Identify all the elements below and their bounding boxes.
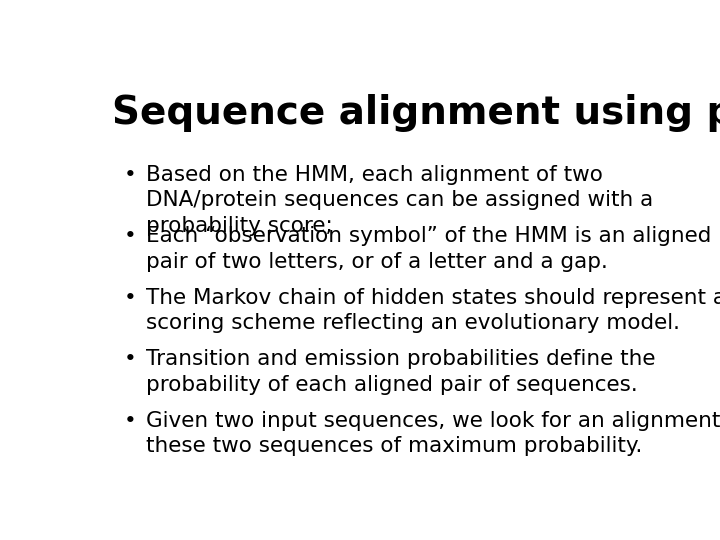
Text: Each “observation symbol” of the HMM is an aligned
pair of two letters, or of a : Each “observation symbol” of the HMM is … (145, 226, 711, 272)
Text: Based on the HMM, each alignment of two
DNA/protein sequences can be assigned wi: Based on the HMM, each alignment of two … (145, 165, 653, 236)
Text: Given two input sequences, we look for an alignment of
these two sequences of ma: Given two input sequences, we look for a… (145, 411, 720, 456)
Text: •: • (124, 165, 136, 185)
Text: •: • (124, 411, 136, 431)
Text: •: • (124, 226, 136, 246)
Text: The Markov chain of hidden states should represent a
scoring scheme reflecting a: The Markov chain of hidden states should… (145, 288, 720, 333)
Text: •: • (124, 349, 136, 369)
Text: Sequence alignment using pair HMM: Sequence alignment using pair HMM (112, 94, 720, 132)
Text: Transition and emission probabilities define the
probability of each aligned pai: Transition and emission probabilities de… (145, 349, 655, 395)
Text: •: • (124, 288, 136, 308)
